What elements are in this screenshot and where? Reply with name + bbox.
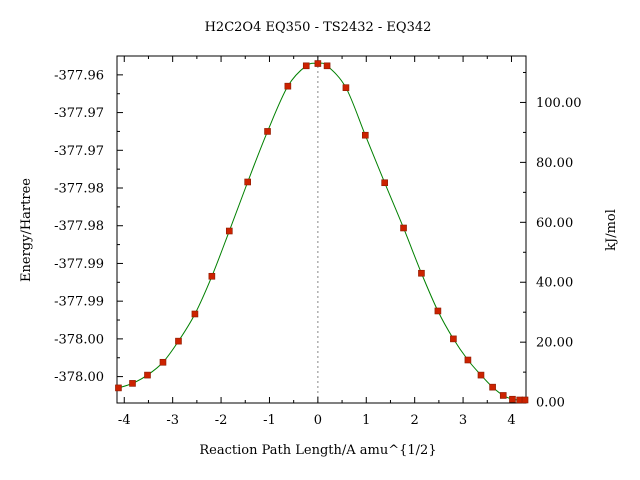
y-tick-label: -377.96 — [54, 68, 104, 83]
y-tick-label: -377.99 — [54, 257, 104, 272]
y-tick-label: -377.97 — [54, 144, 104, 159]
data-point — [175, 337, 182, 345]
y2-axis-label: kJ/mol — [604, 209, 619, 251]
data-point — [159, 358, 167, 366]
x-tick-label: -4 — [118, 413, 131, 428]
data-point — [521, 396, 529, 404]
data-point — [381, 179, 388, 187]
data-point — [191, 310, 199, 318]
x-tick-label: -3 — [166, 413, 179, 428]
y2-tick-label: 80.00 — [536, 156, 573, 171]
y-tick-label: -377.98 — [54, 182, 104, 197]
data-point — [499, 392, 507, 399]
y-tick-label: -377.99 — [54, 295, 104, 310]
y-tick-label: -378.00 — [54, 332, 104, 347]
data-point — [400, 224, 407, 232]
data-point — [129, 380, 136, 387]
y-tick-label: -377.98 — [54, 219, 104, 234]
data-point — [314, 60, 322, 67]
data-point — [361, 131, 369, 139]
y2-tick-label: 0.00 — [536, 396, 565, 411]
y2-axis-ticks: 0.00 20.00 40.00 60.00 80.00 100.00 — [520, 71, 582, 411]
x-tick-label: 4 — [507, 413, 515, 428]
x-axis-ticks: -4 -3 -2 -1 0 1 2 3 4 — [118, 56, 516, 428]
x-tick-label: -2 — [215, 413, 228, 428]
data-point — [489, 383, 496, 391]
data-point — [225, 227, 233, 235]
data-point — [434, 307, 442, 315]
x-tick-label: -1 — [263, 413, 276, 428]
data-point — [115, 384, 122, 392]
data-point — [144, 371, 151, 379]
y-axis-label: Energy/Hartree — [19, 178, 34, 282]
y-axis-ticks: -377.96 -377.97 -377.97 -377.98 -377.98 -377.… — [54, 68, 123, 385]
energy-curve — [118, 62, 526, 401]
y-tick-label: -378.00 — [54, 370, 104, 385]
data-point — [302, 62, 310, 70]
data-point — [418, 269, 425, 277]
data-point — [284, 82, 292, 90]
data-point — [509, 395, 516, 403]
x-tick-label: 3 — [459, 413, 467, 428]
data-point — [323, 62, 331, 70]
data-points — [115, 60, 529, 404]
data-point — [477, 371, 485, 379]
y2-tick-label: 100.00 — [536, 96, 582, 111]
x-tick-label: 1 — [362, 413, 370, 428]
x-axis-label: Reaction Path Length/A amu^{1/2} — [199, 443, 436, 458]
data-point — [450, 335, 457, 343]
y2-tick-label: 40.00 — [536, 276, 573, 291]
chart-title: H2C2O4 EQ350 - TS2432 - EQ342 — [205, 20, 432, 35]
data-point — [244, 178, 251, 186]
data-point — [264, 128, 271, 135]
data-point — [208, 272, 216, 280]
y2-tick-label: 60.00 — [536, 216, 573, 231]
y-tick-label: -377.97 — [54, 106, 104, 121]
plot-frame — [116, 55, 527, 404]
data-point — [464, 356, 472, 364]
data-point — [342, 84, 350, 91]
x-tick-label: 0 — [314, 413, 322, 428]
x-tick-label: 2 — [411, 413, 419, 428]
y2-tick-label: 20.00 — [536, 336, 573, 351]
